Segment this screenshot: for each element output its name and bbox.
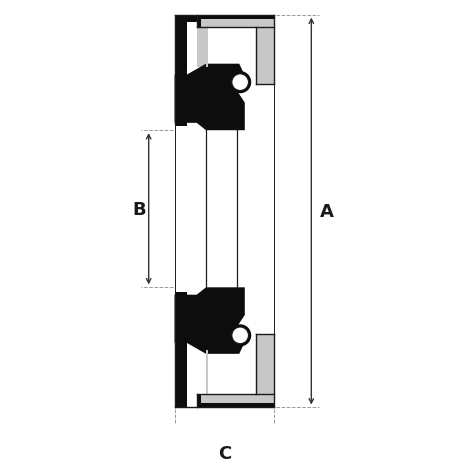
Polygon shape — [196, 28, 206, 68]
Polygon shape — [174, 65, 246, 131]
Circle shape — [231, 75, 248, 91]
Circle shape — [231, 327, 248, 344]
Polygon shape — [174, 28, 186, 76]
Polygon shape — [174, 16, 186, 126]
Polygon shape — [196, 403, 274, 408]
Polygon shape — [196, 395, 274, 408]
Polygon shape — [206, 350, 207, 395]
Polygon shape — [255, 28, 274, 85]
Polygon shape — [196, 395, 201, 408]
Polygon shape — [206, 28, 207, 68]
Polygon shape — [255, 334, 274, 395]
Polygon shape — [196, 16, 274, 28]
Text: A: A — [319, 202, 333, 221]
Polygon shape — [174, 18, 186, 28]
Polygon shape — [174, 395, 274, 408]
Polygon shape — [174, 16, 274, 28]
Text: C: C — [218, 444, 230, 459]
Polygon shape — [174, 343, 186, 395]
Polygon shape — [174, 288, 246, 354]
Polygon shape — [255, 334, 274, 395]
Circle shape — [229, 325, 251, 347]
Polygon shape — [174, 16, 274, 28]
Polygon shape — [255, 334, 274, 395]
Polygon shape — [255, 28, 274, 85]
Polygon shape — [196, 16, 274, 28]
Polygon shape — [196, 16, 201, 28]
Polygon shape — [196, 395, 274, 408]
Text: B: B — [132, 200, 146, 218]
Circle shape — [229, 72, 251, 94]
Polygon shape — [255, 28, 274, 85]
Polygon shape — [174, 292, 186, 408]
Polygon shape — [174, 395, 186, 405]
Polygon shape — [196, 16, 274, 20]
